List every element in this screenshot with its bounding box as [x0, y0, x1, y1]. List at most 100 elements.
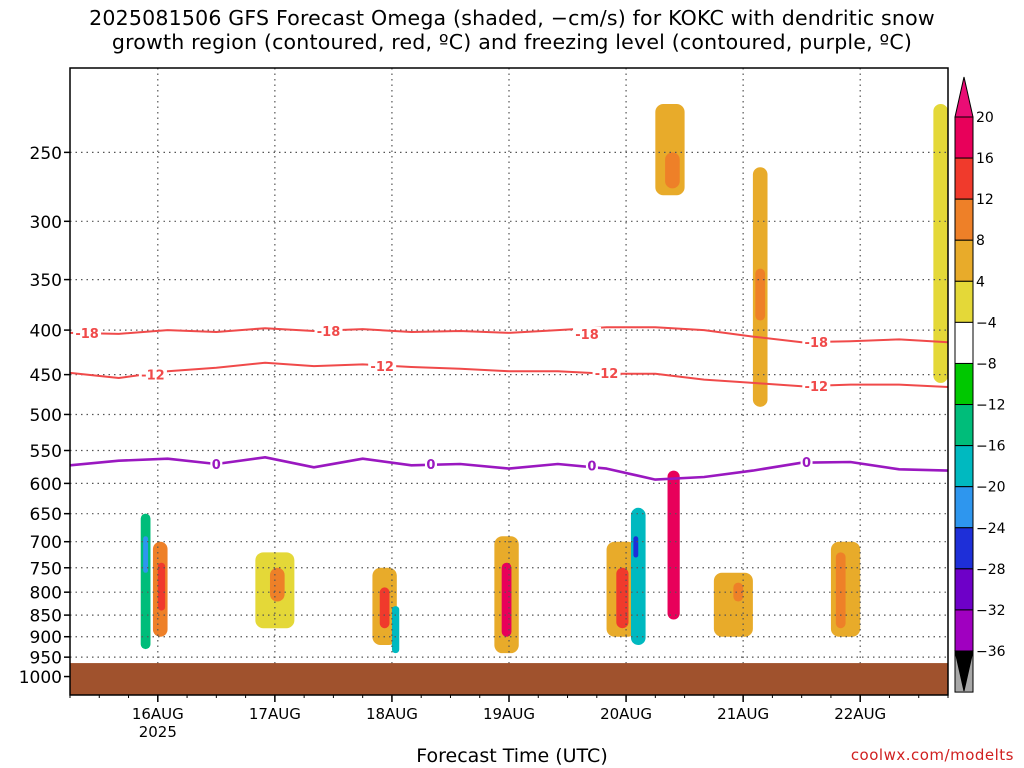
omega-cell [391, 606, 400, 654]
y-tick-label: 850 [30, 607, 62, 627]
omega-cell [665, 152, 680, 189]
colorbar-label: −4 [976, 315, 997, 331]
y-tick-label: 400 [30, 322, 62, 342]
omega-cell [501, 562, 512, 637]
colorbar-swatch [954, 362, 974, 406]
contour-label: 0 [212, 458, 221, 473]
contour-label-bg [573, 326, 602, 341]
omega-cell [379, 587, 390, 629]
y-tick-label: 500 [30, 406, 62, 426]
colorbar-label: −32 [976, 603, 1006, 619]
y-tick-label: 250 [30, 144, 62, 164]
contour-label: -12 [595, 367, 619, 382]
y-tick-label: 600 [30, 475, 62, 495]
y-tick-label: 300 [30, 213, 62, 233]
contour-label: -12 [370, 360, 394, 375]
colorbar-label: −24 [976, 521, 1006, 537]
colorbar-swatch [954, 321, 974, 364]
colorbar-label: 16 [976, 151, 994, 167]
colorbar-swatch [954, 116, 974, 159]
contour-label-bg [368, 359, 397, 374]
x-tick-label: 21AUG [717, 705, 769, 723]
y-tick-label: 550 [30, 442, 62, 462]
contour-labels: -18 -18 -18 -18 -12 -12 -12 -12 0 0 0 0 [73, 324, 831, 474]
chart-title-line2: growth region (contoured, red, ºC) and f… [111, 30, 913, 54]
ground-fill [70, 663, 948, 695]
colorbar-bottom-arrow [954, 650, 974, 692]
y-tick-label: 450 [30, 366, 62, 386]
contour-label-bg [314, 324, 343, 339]
y-tick-label: 700 [30, 533, 62, 553]
omega-cell [140, 513, 151, 650]
contour-label: -18 [75, 327, 99, 342]
colorbar-label: 20 [976, 110, 994, 126]
chart-title-line1: 2025081506 GFS Forecast Omega (shaded, −… [89, 6, 935, 30]
x-tick-label: 18AUG [366, 705, 418, 723]
colorbar-label: −12 [976, 398, 1006, 414]
x-tick-label: 20AUG [600, 705, 652, 723]
x-tick-label: 22AUG [834, 705, 886, 723]
y-tick-label: 800 [30, 584, 62, 604]
x-tick-label: 19AUG [483, 705, 535, 723]
omega-cell [616, 567, 629, 629]
contour-label: 0 [587, 459, 596, 474]
y-tick-label: 750 [30, 559, 62, 579]
colorbar-swatch [954, 486, 974, 529]
colorbar-label: −28 [976, 562, 1006, 578]
colorbar-label: 12 [976, 192, 994, 208]
contour-label-bg [210, 457, 223, 472]
y-tick-label: 650 [30, 505, 62, 525]
omega-cell [630, 507, 646, 646]
colorbar-swatch [954, 609, 974, 652]
contour-label-bg [802, 335, 831, 350]
omega-cell [269, 567, 285, 602]
colorbar-swatch [954, 157, 974, 200]
omega-cell [713, 572, 753, 637]
contour-label: -18 [575, 328, 599, 343]
contour-label-bg [73, 325, 102, 340]
x-tick-label: 17AUG [249, 705, 301, 723]
contour-label-bg [800, 455, 813, 470]
contour-label-bg [585, 458, 598, 473]
contour-label: 0 [802, 456, 811, 471]
x-axis-title: Forecast Time (UTC) [416, 745, 608, 767]
contour-label: -18 [805, 336, 829, 351]
ground-layer [70, 663, 948, 695]
omega-cell [143, 536, 149, 573]
colorbar-label: −20 [976, 480, 1006, 496]
credit-text: coolwx.com/modelts [850, 746, 1014, 764]
colorbar-top-arrow [954, 76, 974, 118]
colorbar-swatch [954, 198, 974, 241]
contour-label: 0 [426, 458, 435, 473]
chart-title: 2025081506 GFS Forecast Omega (shaded, −… [0, 6, 1024, 54]
omega-cell [633, 536, 639, 558]
contour-line [70, 361, 948, 388]
colorbar-label: −16 [976, 439, 1006, 455]
contour-label-bg [424, 457, 437, 472]
colorbar-swatch [954, 404, 974, 447]
omega-cell [835, 552, 846, 629]
colorbar-swatch [954, 568, 974, 611]
colorbar: 20 16 12 8 4 −4 −8 −12 −16 −20 −24 −28 −32 −36 [954, 76, 1006, 693]
y-tick-label: 950 [30, 649, 62, 669]
contour-label-bg [592, 365, 621, 380]
colorbar-label: 4 [976, 274, 985, 290]
colorbar-swatch [954, 445, 974, 488]
contour-label-bg [802, 379, 831, 394]
colorbar-swatch [954, 280, 974, 323]
omega-cell [733, 582, 744, 602]
contour-label: -18 [317, 325, 341, 340]
y-tick-label: 900 [30, 628, 62, 648]
x-tick-label: 16AUG [132, 705, 184, 723]
y-tick-label: 350 [30, 271, 62, 291]
contour-label-bg [138, 367, 167, 382]
colorbar-label: −36 [976, 644, 1006, 660]
omega-shading [140, 104, 948, 654]
x-tick-year-label: 2025 [139, 723, 177, 741]
contour-line [70, 326, 948, 344]
omega-cell [667, 470, 680, 620]
colorbar-label: −8 [976, 356, 997, 372]
omega-cell [157, 562, 166, 611]
